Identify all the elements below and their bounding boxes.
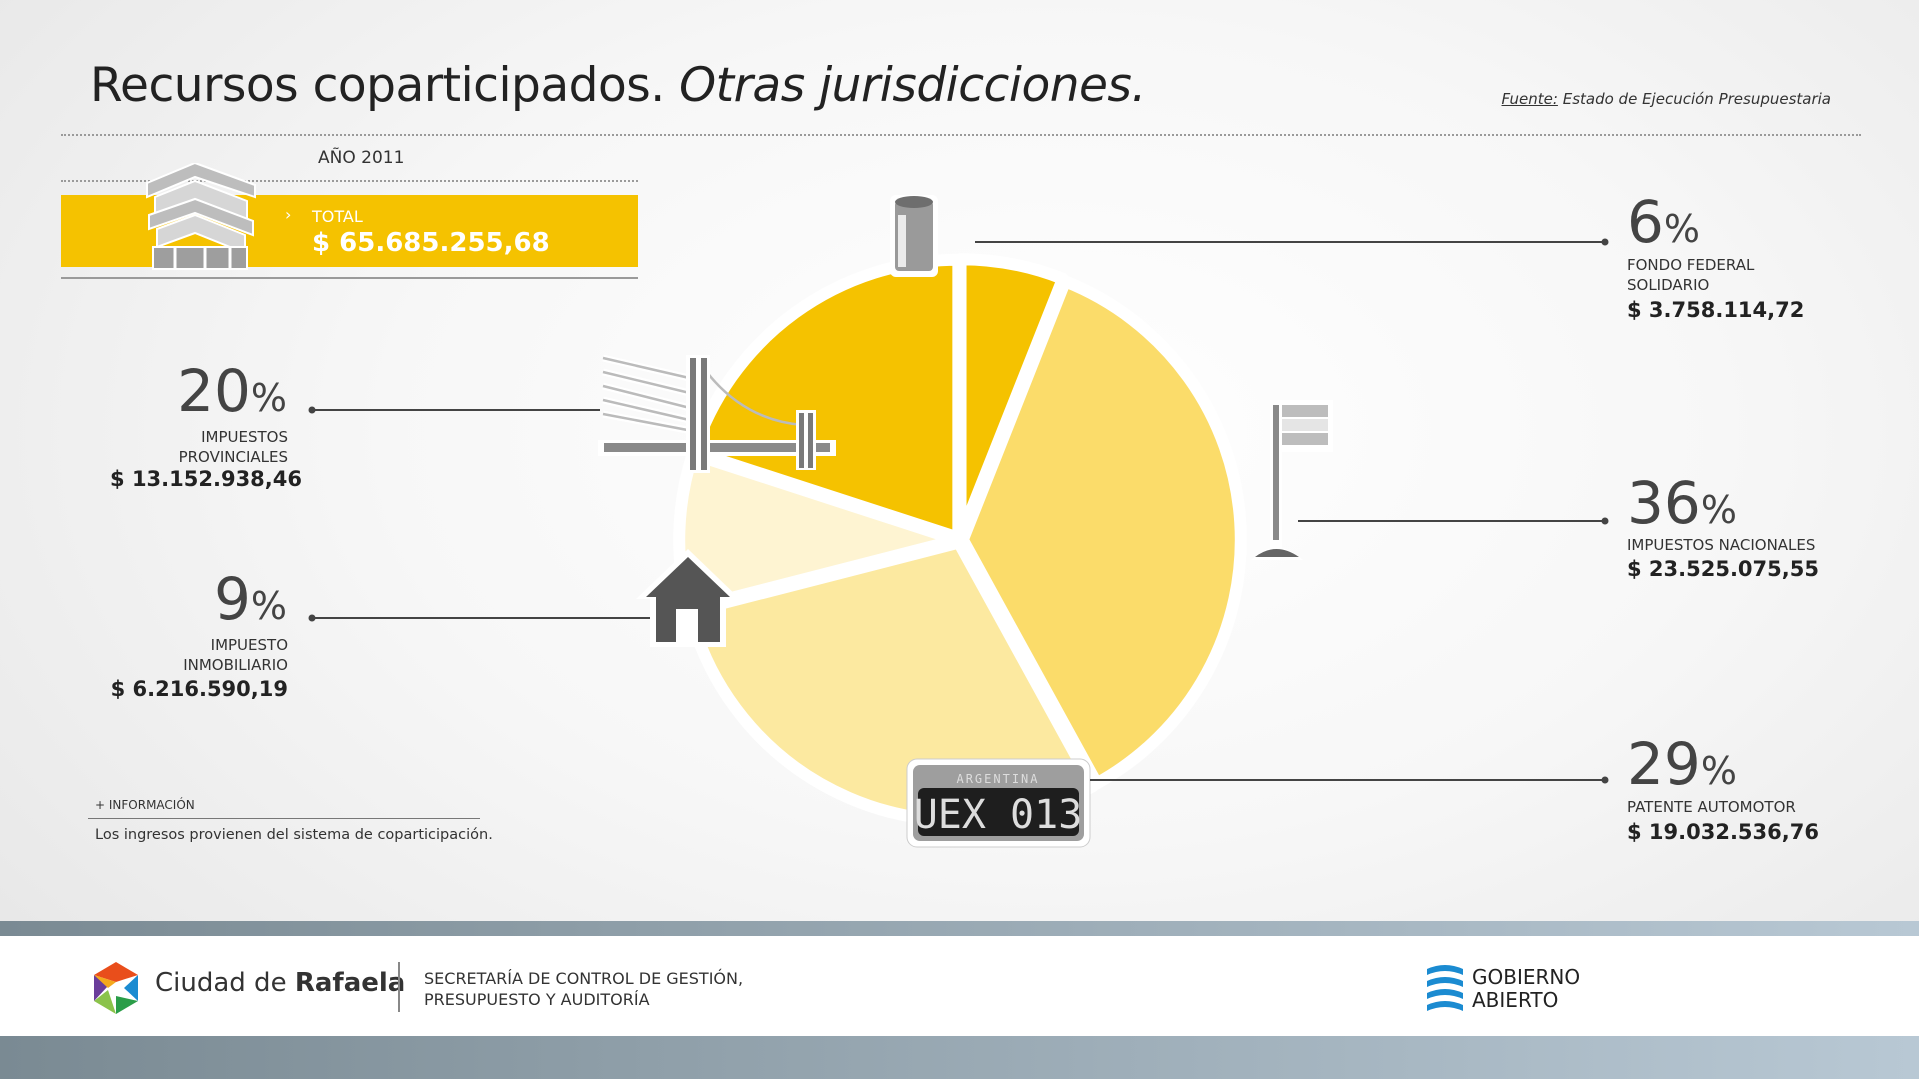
pie-slice-impuestos-nacionales: [956, 275, 1247, 790]
nac-label: IMPUESTOS NACIONALES: [1627, 536, 1816, 554]
plate-country: ARGENTINA: [956, 772, 1039, 786]
city-name: Ciudad de Rafaela: [155, 968, 406, 998]
prov-label: IMPUESTOS PROVINCIALES: [178, 428, 288, 466]
total-label: TOTAL: [312, 207, 363, 226]
ffs-amount: $ 3.758.114,72: [1627, 298, 1805, 322]
can-icon: [890, 195, 938, 277]
inm-amount: $ 6.216.590,19: [110, 677, 288, 701]
prov-percent: 20%: [177, 357, 287, 425]
pat-label: PATENTE AUTOMOTOR: [1627, 798, 1796, 816]
footer-band-bottom: [0, 1036, 1919, 1079]
secretaria-label: SECRETARÍA DE CONTROL DE GESTIÓN, PRESUPU…: [424, 969, 744, 1009]
chevron-right-icon: ›: [285, 205, 292, 224]
leader-lines: [308, 238, 1609, 784]
info-divider: [88, 818, 480, 819]
ffs-percent: 6%: [1627, 188, 1701, 256]
inm-percent: 9%: [213, 565, 287, 633]
prov-amount: $ 13.152.938,46: [110, 467, 302, 491]
source-note: Fuente: Estado de Ejecución Presupuestar…: [1501, 90, 1832, 108]
nac-amount: $ 23.525.075,55: [1627, 557, 1819, 581]
bridge-icon: [598, 354, 836, 473]
page-title: Recursos coparticipados. Otras jurisdicc…: [90, 58, 1146, 113]
year-divider: [61, 180, 638, 182]
nac-percent: 36%: [1627, 469, 1737, 537]
more-info-link[interactable]: + INFORMACIÓN: [95, 798, 195, 812]
footer: [0, 936, 1919, 1036]
pat-percent: 29%: [1627, 730, 1737, 798]
pat-amount: $ 19.032.536,76: [1627, 820, 1819, 844]
total-value: $ 65.685.255,68: [312, 228, 550, 258]
total-underline: [61, 277, 638, 279]
house-icon: [636, 549, 740, 647]
license-plate-icon: ARGENTINA UEX 013: [906, 758, 1091, 848]
ffs-label: FONDO FEDERAL SOLIDARIO: [1627, 256, 1755, 294]
city-logo-icon: [94, 962, 138, 1014]
header-divider: [61, 134, 1861, 136]
building-icon: [146, 163, 256, 270]
flag-icon: [1251, 400, 1333, 560]
inm-label: IMPUESTO INMOBILIARIO: [183, 636, 288, 674]
info-text: Los ingresos provienen del sistema de co…: [95, 827, 493, 843]
gobierno-abierto-label: GOBIERNO ABIERTO: [1472, 965, 1581, 1012]
gobierno-abierto-icon: [1427, 965, 1463, 1011]
footer-band-top: [0, 921, 1919, 936]
year-label: AÑO 2011: [318, 148, 405, 168]
plate-number: UEX 013: [914, 792, 1083, 838]
footer-separator: [398, 962, 400, 1012]
